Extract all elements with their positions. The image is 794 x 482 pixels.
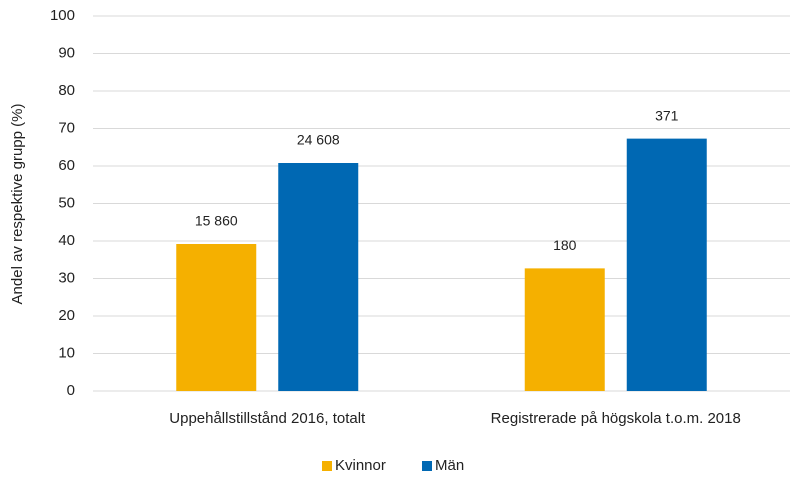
legend-swatch — [422, 461, 432, 471]
legend-label: Män — [435, 457, 464, 474]
y-tick-label: 60 — [58, 157, 75, 174]
y-tick-label: 10 — [58, 344, 75, 361]
data-label: 24 608 — [297, 132, 340, 148]
y-tick-label: 0 — [67, 382, 75, 399]
x-tick-label: Registrerade på högskola t.o.m. 2018 — [491, 410, 741, 427]
y-tick-label: 80 — [58, 82, 75, 99]
legend-label: Kvinnor — [335, 457, 386, 474]
data-label: 15 860 — [195, 213, 238, 229]
bar — [278, 163, 359, 391]
data-label: 371 — [655, 107, 679, 123]
y-axis-title: Andel av respektive grupp (%) — [9, 104, 26, 305]
y-tick-label: 20 — [58, 307, 75, 324]
legend-swatch — [322, 461, 332, 471]
y-tick-label: 70 — [58, 119, 75, 136]
y-tick-label: 90 — [58, 44, 75, 61]
y-tick-label: 50 — [58, 194, 75, 211]
y-tick-label: 100 — [50, 7, 75, 24]
bar — [176, 244, 257, 391]
y-tick-label: 30 — [58, 269, 75, 286]
data-label: 180 — [553, 237, 577, 253]
y-tick-label: 40 — [58, 232, 75, 249]
bar — [626, 138, 707, 391]
x-tick-label: Uppehållstillstånd 2016, totalt — [169, 410, 366, 427]
bar — [524, 268, 605, 391]
